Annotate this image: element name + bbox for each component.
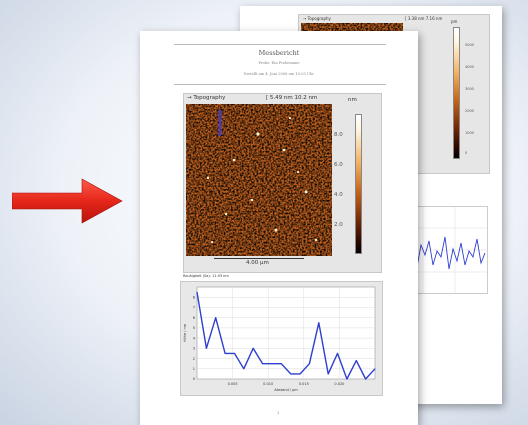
profile-point <box>234 353 235 354</box>
profile-point <box>280 363 282 365</box>
report-title: Messbericht <box>258 49 300 57</box>
x-axis-label: Abstand / µm <box>274 388 298 392</box>
image-label-back: → Topography <box>303 16 331 21</box>
colorbar-tick: 1000 <box>465 131 474 135</box>
y-tick-label: 7 <box>193 306 195 310</box>
y-axis-label: Höhe / nm <box>183 323 187 342</box>
profile-point <box>318 322 320 324</box>
profile-point <box>290 373 292 375</box>
colorbar-tick: 6.0 <box>334 162 343 168</box>
y-tick-label: 4 <box>193 336 196 340</box>
x-tick-label: 0.020 <box>334 382 344 386</box>
profile-point <box>309 363 310 365</box>
red-arrow-icon <box>12 178 123 224</box>
scale-label-front: [ 5.49 nm 10.2 nm <box>266 95 318 101</box>
colorbar-unit-back: pm <box>451 19 458 24</box>
colorbar-tick: 2.0 <box>334 222 343 228</box>
colorbar-tick: 8.0 <box>334 132 343 138</box>
colorbar-tick: 0 <box>465 151 468 155</box>
colorbar-tick: 4.0 <box>334 192 343 198</box>
colorbar-tick: 2000 <box>465 109 474 113</box>
y-tick-label: 5 <box>193 326 195 330</box>
colorbar-front <box>355 114 362 254</box>
profile-series-line <box>196 291 376 380</box>
afm-topography-image-front <box>186 104 332 256</box>
profile-point <box>271 363 273 365</box>
y-tick-label: 6 <box>193 316 195 320</box>
profile-point <box>327 373 329 375</box>
y-tick-label: 2 <box>193 357 195 361</box>
profile-point <box>355 360 357 361</box>
y-tick-label: 8 <box>193 295 195 299</box>
profile-point <box>196 291 198 293</box>
header-rule-bottom <box>174 84 386 85</box>
profile-point <box>374 368 376 370</box>
header-rule-top <box>174 44 386 45</box>
scale-bar-line <box>214 258 304 259</box>
plot-area <box>196 286 376 380</box>
report-subtitle: Probe: Ein Probename <box>258 61 300 65</box>
profile-point <box>262 363 263 365</box>
y-tick-label: 3 <box>193 347 195 351</box>
scale-bar-label: 4.00 µm <box>246 260 269 266</box>
colorbar-unit-front: nm <box>348 97 357 103</box>
y-tick-label: 0 <box>193 377 195 381</box>
height-profile-chart: 0.005 0.010 0.015 0.020 0 1 2 3 4 5 6 7 8 Höhe / nm Ab… <box>180 281 383 396</box>
colorbar-tick: 4000 <box>465 65 474 69</box>
profile-point <box>205 347 207 349</box>
roughness-text: Rauhigkeit (Sa): 11.93 nm <box>183 274 229 278</box>
profile-point <box>224 353 226 354</box>
y-tick-label: 1 <box>193 367 195 371</box>
report-page-front: Messbericht Probe: Ein Probename Erstell… <box>140 31 418 425</box>
profile-point <box>252 347 254 349</box>
x-tick-label: 0.010 <box>263 382 273 386</box>
x-tick-label: 0.005 <box>228 382 238 386</box>
colorbar-tick: 5000 <box>465 43 474 47</box>
page-number: 1 <box>277 411 280 415</box>
profile-point <box>337 353 338 354</box>
afm-panel-front: → Topography [ 5.49 nm 10.2 nm nm <box>183 93 382 273</box>
profile-point <box>215 317 217 319</box>
colorbar-back <box>453 27 460 159</box>
profile-point <box>365 378 367 380</box>
profile-point <box>243 368 245 370</box>
x-tick-label: 0.015 <box>299 382 309 386</box>
profile-point <box>299 373 301 375</box>
image-label-front: → Topography <box>187 95 226 101</box>
afm-particles <box>206 116 318 244</box>
profile-point <box>346 378 348 380</box>
report-date: Erstellt am 4. Juni 2008 um 10:03 Uhr <box>244 72 314 76</box>
scale-label-back: [ 3.38 nm 7.16 nm <box>405 16 443 21</box>
colorbar-tick: 3000 <box>465 87 474 91</box>
